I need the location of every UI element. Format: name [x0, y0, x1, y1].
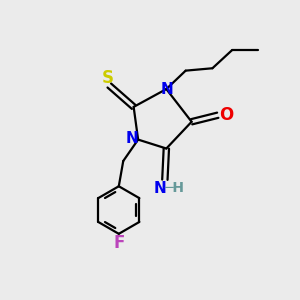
Text: ─H: ─H: [164, 181, 184, 195]
Text: O: O: [219, 106, 233, 124]
Text: S: S: [102, 69, 114, 87]
Text: N: N: [125, 130, 138, 146]
Text: F: F: [113, 234, 124, 252]
Text: N: N: [153, 181, 166, 196]
Text: N: N: [160, 82, 173, 97]
